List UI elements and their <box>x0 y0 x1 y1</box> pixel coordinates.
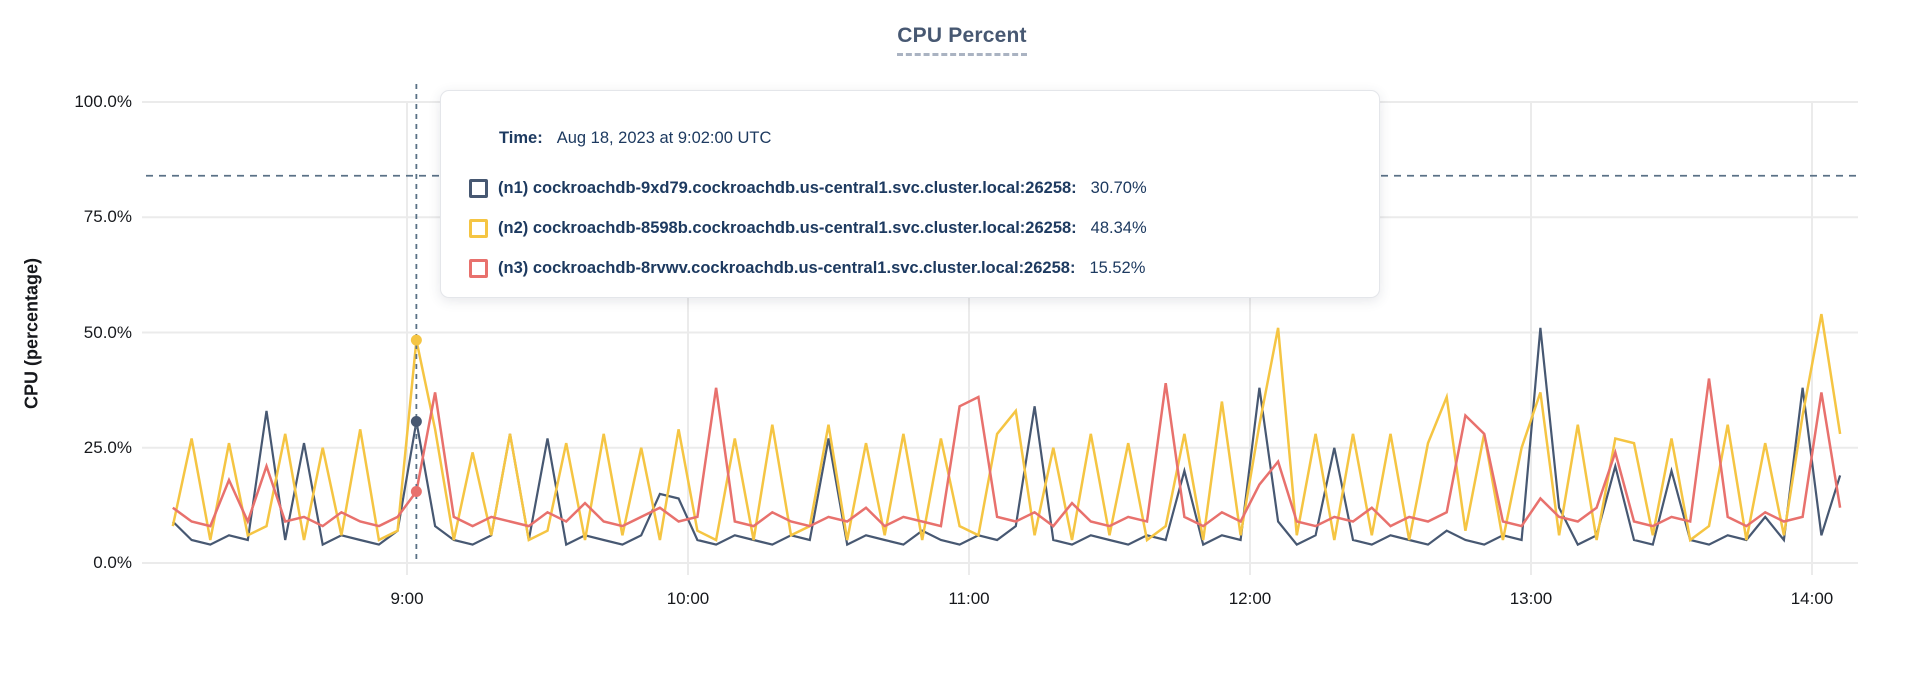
hover-dot-n2 <box>410 334 422 346</box>
x-tick-label: 10:00 <box>666 589 710 608</box>
y-tick-label: 100.0% <box>74 92 132 111</box>
legend-node-label: (n2) cockroachdb-8598b.cockroachdb.us-ce… <box>498 219 1077 237</box>
tooltip-time-row: Time: Aug 18, 2023 at 9:02:00 UTC <box>499 127 771 149</box>
y-tick-label: 50.0% <box>83 322 132 342</box>
y-tick-label: 75.0% <box>83 207 132 227</box>
legend-swatch-icon <box>469 178 488 198</box>
legend-swatch-icon <box>469 218 488 238</box>
legend-node-value: 15.52% <box>1089 259 1146 277</box>
x-tick-label: 12:00 <box>1228 589 1272 608</box>
tooltip-legend-row-n1: (n1) cockroachdb-9xd79.cockroachdb.us-ce… <box>469 177 1147 199</box>
legend-node-value: 48.34% <box>1090 219 1147 237</box>
tooltip-time-value: Aug 18, 2023 at 9:02:00 UTC <box>556 129 772 147</box>
legend-node-label: (n3) cockroachdb-8rvwv.cockroachdb.us-ce… <box>498 259 1076 277</box>
hover-dot-n3 <box>410 485 422 497</box>
y-tick-label: 0.0% <box>93 553 132 572</box>
tooltip-time-label: Time: <box>499 129 543 147</box>
x-tick-label: 14:00 <box>1790 589 1834 608</box>
x-tick-label: 11:00 <box>948 589 990 608</box>
tooltip-legend-row-n3: (n3) cockroachdb-8rvwv.cockroachdb.us-ce… <box>469 257 1145 279</box>
x-tick-label: 9:00 <box>390 589 424 608</box>
y-tick-label: 25.0% <box>83 437 132 457</box>
series-line-n3 <box>172 378 1842 528</box>
tooltip-legend-row-n2: (n2) cockroachdb-8598b.cockroachdb.us-ce… <box>469 217 1147 239</box>
legend-swatch-icon <box>469 258 488 278</box>
legend-node-value: 30.70% <box>1090 179 1147 197</box>
hover-dot-n1 <box>410 415 422 427</box>
series-line-n2 <box>171 313 1842 543</box>
legend-node-label: (n1) cockroachdb-9xd79.cockroachdb.us-ce… <box>498 179 1077 197</box>
hover-tooltip: Time: Aug 18, 2023 at 9:02:00 UTC (n1) co… <box>440 90 1380 298</box>
x-tick-label: 13:00 <box>1509 589 1553 608</box>
